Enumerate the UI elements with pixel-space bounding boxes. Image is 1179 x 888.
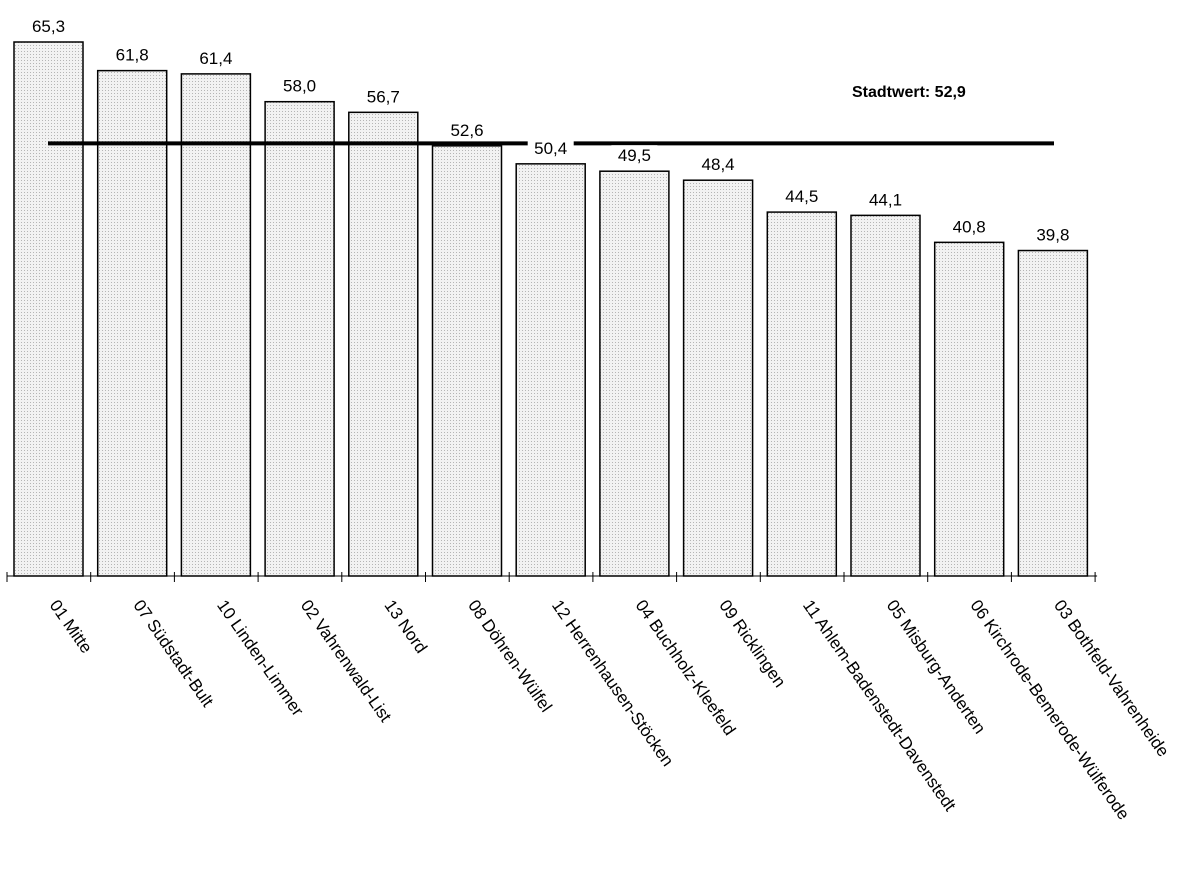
bar xyxy=(96,69,168,577)
bar xyxy=(180,73,252,577)
value-label: 39,8 xyxy=(1036,226,1069,245)
value-label-background xyxy=(862,189,909,211)
value-label-background xyxy=(946,216,993,238)
category-label: 10 Linden-Limmer xyxy=(213,596,307,719)
value-label-background xyxy=(611,145,658,167)
value-label: 52,6 xyxy=(450,121,483,140)
bar xyxy=(515,163,586,577)
value-label-background xyxy=(25,16,72,37)
category-label: 02 Vahrenwald-List xyxy=(297,596,395,725)
reference-line-label: Stadtwert: 52,9 xyxy=(852,84,966,101)
bar xyxy=(264,100,335,577)
bar xyxy=(13,41,84,577)
value-label-background xyxy=(444,119,490,141)
value-label: 44,1 xyxy=(869,190,902,209)
bar xyxy=(850,214,921,577)
bar xyxy=(599,170,670,577)
bars-group xyxy=(13,41,1089,577)
value-label: 49,5 xyxy=(618,146,651,165)
bar xyxy=(682,179,754,577)
value-label: 61,8 xyxy=(116,46,149,65)
value-label-background xyxy=(778,186,825,208)
category-label: 06 Kirchrode-Bemerode-Wülferode xyxy=(966,596,1133,823)
bar xyxy=(348,111,419,577)
value-label-background xyxy=(276,75,323,97)
category-label: 08 Döhren-Wülfel xyxy=(464,596,555,715)
value-label: 50,4 xyxy=(534,139,567,158)
x-axis xyxy=(6,572,1098,582)
value-label: 65,3 xyxy=(32,17,65,36)
bar xyxy=(766,211,838,577)
value-label-background xyxy=(695,154,742,176)
value-label-background xyxy=(527,137,574,159)
category-label: 07 Südstadt-Bult xyxy=(129,596,217,710)
bar xyxy=(431,145,503,577)
value-label: 61,4 xyxy=(199,49,232,68)
category-label: 13 Nord xyxy=(381,596,431,656)
category-label: 01 Mitte xyxy=(46,596,96,656)
category-label: 09 Ricklingen xyxy=(715,596,789,691)
value-label: 56,7 xyxy=(367,87,400,106)
value-label-background xyxy=(360,86,407,108)
value-label: 48,4 xyxy=(702,155,735,174)
value-label: 44,5 xyxy=(785,187,818,206)
value-label: 40,8 xyxy=(953,217,986,236)
category-label: 11 Ahlem-Badenstedt-Davenstedt xyxy=(799,596,960,814)
value-label-background xyxy=(192,47,239,69)
value-label-background xyxy=(1029,224,1076,246)
value-label-background xyxy=(109,44,156,66)
bar xyxy=(933,241,1005,577)
bar xyxy=(1017,249,1089,577)
value-label: 58,0 xyxy=(283,77,316,96)
